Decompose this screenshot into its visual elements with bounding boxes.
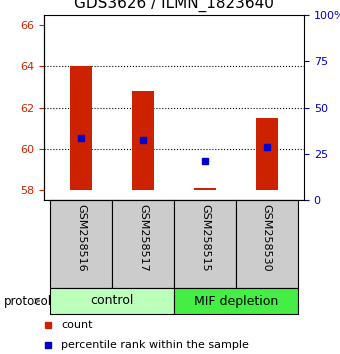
Text: percentile rank within the sample: percentile rank within the sample — [61, 340, 249, 350]
Text: protocol: protocol — [3, 295, 52, 308]
Bar — [174, 288, 298, 314]
Title: GDS3626 / ILMN_1823640: GDS3626 / ILMN_1823640 — [74, 0, 274, 12]
Bar — [236, 200, 298, 288]
Bar — [174, 200, 236, 288]
Text: GSM258517: GSM258517 — [138, 204, 148, 272]
Bar — [50, 288, 174, 314]
Bar — [194, 188, 216, 190]
Text: GSM258516: GSM258516 — [76, 204, 86, 272]
Text: GSM258530: GSM258530 — [262, 204, 272, 272]
Bar — [132, 91, 154, 190]
Text: MIF depletion: MIF depletion — [194, 295, 278, 308]
Text: GSM258515: GSM258515 — [200, 204, 210, 272]
Bar — [50, 200, 112, 288]
Bar — [256, 118, 278, 190]
Text: control: control — [90, 295, 134, 308]
Bar — [70, 67, 92, 190]
Text: count: count — [61, 320, 93, 330]
Bar — [112, 200, 174, 288]
